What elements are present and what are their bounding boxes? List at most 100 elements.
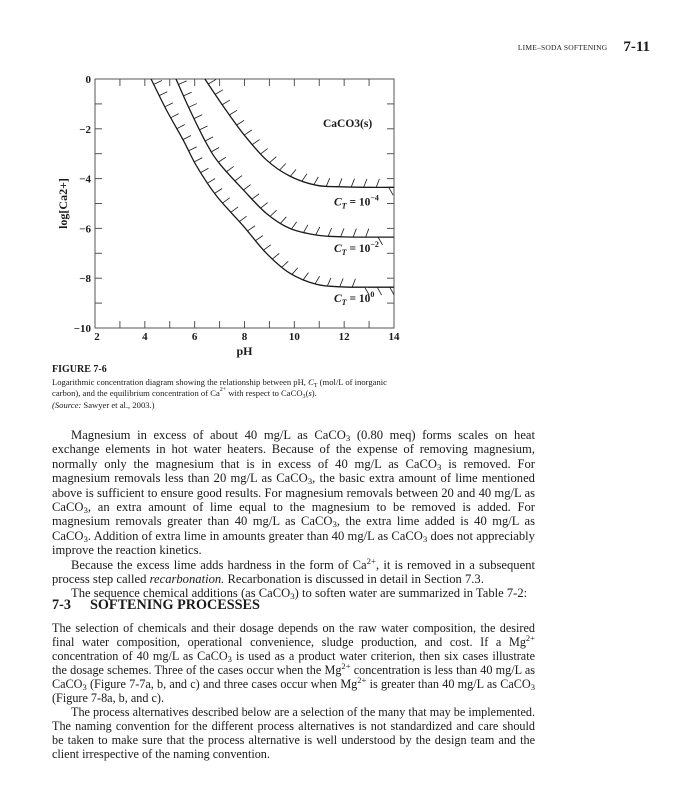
body-text-block-2: The selection of chemicals and their dos… [52, 621, 535, 761]
x-tick-label: 2 [94, 331, 100, 343]
hatch-mark [290, 169, 297, 177]
hatch-mark [211, 147, 220, 153]
series-line [175, 78, 395, 238]
text-run: 3 [83, 505, 88, 516]
series-label-part: = 10 [347, 243, 371, 255]
paragraph: The selection of chemicals and their dos… [52, 621, 535, 705]
hatch-mark [221, 99, 231, 106]
text-run: 3 [437, 461, 442, 472]
hatch-mark [243, 184, 251, 191]
text-run: s [308, 388, 312, 398]
paragraph: The sequence chemical additions (as CaCO… [52, 586, 535, 600]
hatch-mark [176, 124, 186, 130]
series-label-part: C [334, 196, 342, 208]
hatch-mark [365, 228, 370, 238]
hatch-mark [280, 216, 287, 224]
text-run: Because the excess lime adds hardness in… [71, 557, 367, 572]
hatch-mark [214, 89, 224, 95]
series-label: CT = 100 [334, 290, 374, 307]
hatch-mark [214, 188, 223, 194]
paragraph: Because the excess lime adds hardness in… [52, 555, 535, 587]
text-run: concentration is less than 40 mg/L as Ca… [52, 663, 535, 691]
series-label-part: −2 [370, 240, 379, 249]
text-run: is used as a product water criterion, th… [52, 649, 535, 677]
hatch-mark [327, 227, 333, 237]
text-run: with respect to CaCO [226, 388, 303, 398]
text-run: 3 [83, 533, 88, 544]
x-tick-label: 6 [192, 331, 198, 343]
caption-text: Logarithmic concentration diagram showin… [52, 377, 387, 410]
text-run: 2+ [525, 633, 535, 643]
hatch-mark [338, 178, 343, 187]
series-label-part: 0 [370, 290, 374, 299]
text-run: The process alternatives described below… [52, 705, 535, 761]
series-label-part: C [334, 293, 342, 305]
paragraph: Magnesium in excess of about 40 mg/L as … [52, 428, 535, 558]
y-tick-label: 0 [86, 74, 92, 86]
hatch-mark [291, 221, 298, 230]
hatch-mark [247, 225, 256, 232]
text-run: 2+ [366, 555, 376, 566]
text-run: 3 [332, 519, 337, 530]
series-line [204, 78, 395, 189]
hatch-mark [244, 129, 252, 136]
hatch-mark [204, 136, 214, 142]
section-title: SOFTENING PROCESSES [90, 597, 260, 613]
text-run: 2+ [219, 387, 227, 393]
hatch-mark [208, 79, 217, 85]
text-run: 3 [227, 654, 232, 664]
hatch-mark [314, 276, 320, 285]
text-run: 3 [345, 433, 351, 443]
text-run: ). [311, 388, 317, 398]
hatch-mark [340, 228, 345, 237]
text-run: 3 [530, 682, 535, 692]
text-run: , the extra lime added is 40 mg/L as CaC… [52, 514, 535, 543]
hatch-mark [260, 148, 268, 155]
text-run: . Addition of extra lime in amounts grea… [87, 528, 423, 543]
hatch-mark [303, 224, 309, 233]
x-axis-label: pH [236, 344, 253, 358]
hatch-mark [302, 272, 309, 281]
text-run: does not appreciably improve the reactio… [52, 528, 535, 558]
x-tick-label: 4 [142, 331, 148, 343]
series-label-part: T [342, 248, 348, 257]
running-title: LIME–SODA SOFTENING [517, 42, 608, 52]
y-tick-label: −2 [79, 124, 91, 136]
hatch-mark [325, 178, 331, 187]
text-run: recarbonation. [149, 572, 225, 587]
hatch-mark [326, 277, 332, 287]
text-run: (Figure 7-7a, b, and c) and three cases … [86, 677, 358, 691]
hatch-mark [170, 113, 179, 119]
series-label-part: = 10 [347, 293, 371, 305]
y-tick-label: −8 [79, 273, 91, 285]
x-tick-label: 8 [242, 331, 248, 343]
hatch-mark [230, 206, 239, 213]
text-run: , the basic extra amount of lime mention… [52, 471, 535, 515]
hatch-mark [351, 278, 356, 288]
text-run: 3 [82, 682, 87, 692]
hatch-mark [207, 178, 216, 184]
hatch-mark [350, 178, 355, 188]
log-concentration-chart: 2 4 6 8 10 12 14 0 −2 −4 −6 −8 −10 pH log[Ca2+] CaCO3(s… [56, 74, 401, 358]
hatch-mark [153, 80, 163, 85]
hatch-mark [279, 163, 287, 171]
hatch-mark [188, 103, 197, 108]
text-run: , it is removed in a subsequent process … [52, 557, 535, 587]
hatch-mark [182, 135, 192, 140]
series-label-part: T [342, 298, 348, 307]
x-tick-label: 14 [389, 331, 401, 343]
hatch-mark [193, 114, 203, 119]
y-tick-label: −10 [74, 323, 92, 335]
hatch-mark [222, 197, 231, 204]
series-label-part: = 10 [347, 196, 371, 208]
hatch-mark [315, 226, 321, 236]
text-run: Logarithmic concentration diagram showin… [52, 376, 309, 387]
text-run: (Figure 7-8a, b, and c). [52, 691, 165, 705]
text-run: (mol/L of inorganic carbon), and the equ… [52, 376, 387, 399]
hatch-mark [389, 286, 395, 296]
hatch-mark [352, 228, 357, 238]
text-run: Magnesium in excess of about 40 mg/L as … [71, 428, 346, 442]
text-run: (0.80 meq) forms scales on heat exchange… [52, 428, 535, 471]
series-label: CT = 10−2 [334, 240, 379, 257]
hatch-mark [251, 193, 260, 200]
